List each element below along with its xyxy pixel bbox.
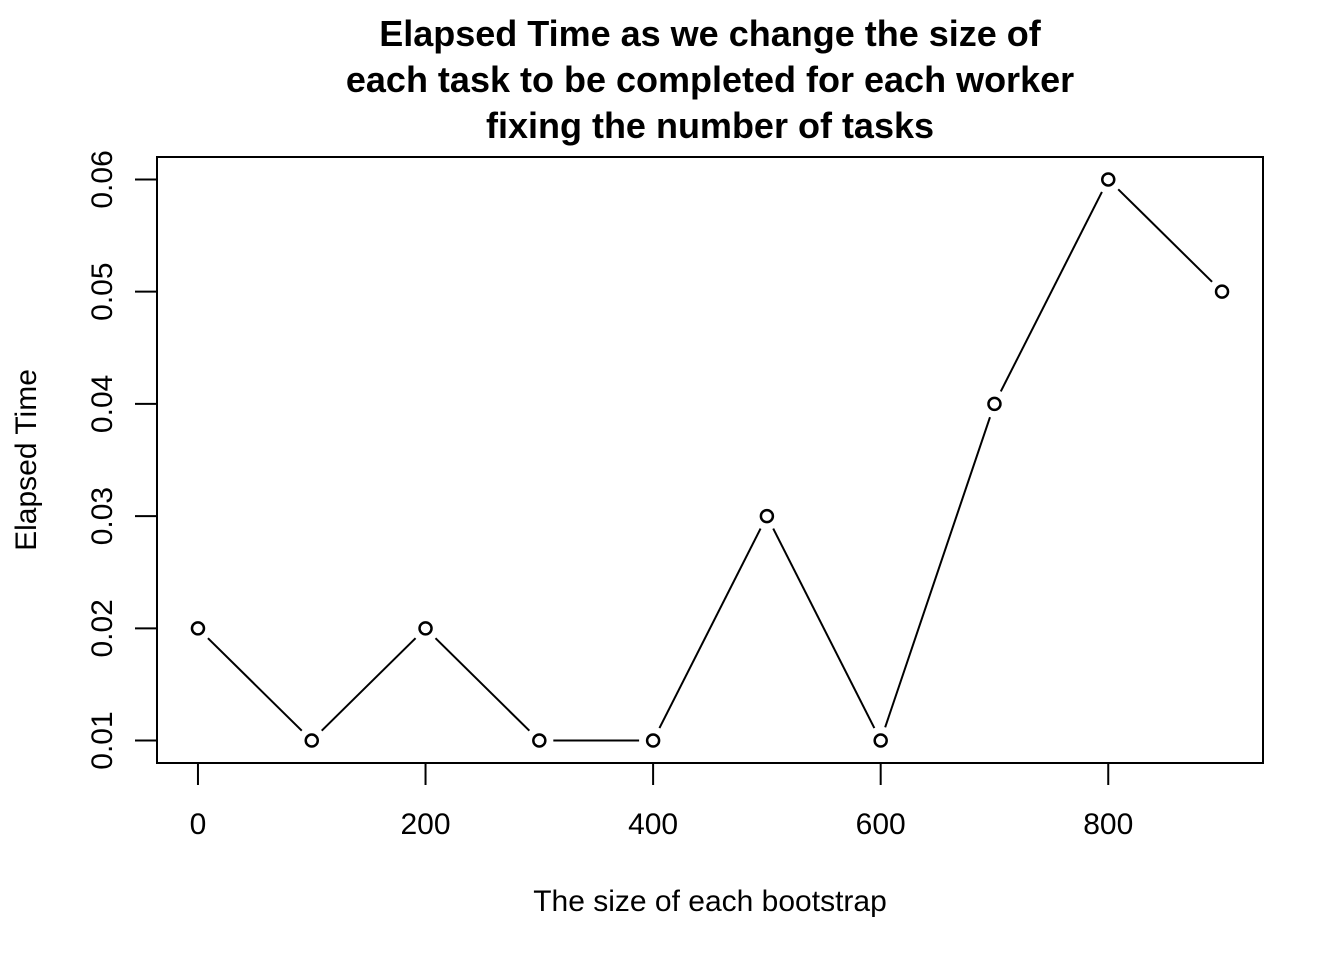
data-series (190, 172, 1230, 748)
data-point (532, 733, 547, 748)
x-tick-label: 400 (628, 808, 678, 841)
series-line-segment (434, 637, 531, 732)
x-axis: 0 200 400 600 800 (190, 762, 1133, 841)
data-point (1101, 172, 1116, 187)
y-axis-label: Elapsed Time (10, 369, 43, 551)
series-line-segment (658, 528, 762, 729)
chart-title-line-1: Elapsed Time as we change the size of (379, 13, 1042, 54)
data-point (418, 621, 433, 636)
series-line-segment (999, 191, 1103, 392)
data-point (873, 733, 888, 748)
x-axis-label: The size of each bootstrap (533, 885, 887, 918)
series-line-segment (884, 416, 991, 728)
y-tick-label: 0.03 (86, 487, 119, 545)
series-line-segment (1117, 188, 1213, 283)
plot-frame (156, 156, 1264, 764)
series-line-segment (321, 637, 417, 732)
chart-title-line-3: fixing the number of tasks (486, 105, 934, 146)
y-tick-label: 0.01 (86, 711, 119, 769)
data-point (1214, 284, 1230, 299)
x-tick-label: 0 (190, 808, 207, 841)
data-point (190, 621, 206, 636)
y-tick-label: 0.05 (86, 262, 119, 320)
y-axis: 0.01 0.02 0.03 0.04 0.05 0.06 (86, 150, 158, 770)
chart-title-line-2: each task to be completed for each worke… (346, 59, 1074, 100)
data-point (987, 396, 1002, 412)
x-tick-label: 800 (1083, 808, 1133, 841)
data-point (645, 733, 661, 748)
series-line-segment (772, 528, 876, 729)
y-tick-label: 0.06 (86, 150, 119, 208)
chart-title: Elapsed Time as we change the size of ea… (346, 13, 1074, 146)
data-point (759, 508, 775, 524)
x-tick-label: 600 (856, 808, 906, 841)
y-tick-label: 0.02 (86, 599, 119, 657)
x-tick-label: 200 (401, 808, 451, 841)
y-tick-label: 0.04 (86, 375, 119, 433)
series-line-segment (207, 637, 303, 732)
data-point (304, 733, 319, 748)
